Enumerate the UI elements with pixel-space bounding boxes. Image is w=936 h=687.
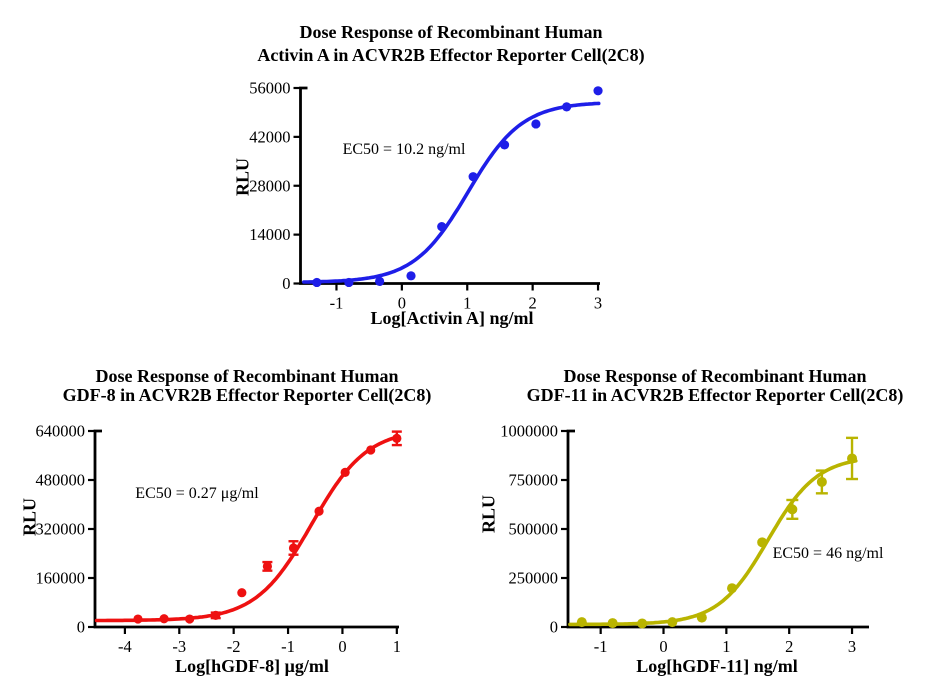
plot-gdf-11: 0 250000 500000 750000 1000000 -1 0 1 2 3	[500, 422, 869, 656]
data-point-gdf-11	[727, 583, 738, 594]
fit-curve-gdf-8	[94, 434, 401, 623]
plot-gdf-8: 0 160000 320000 480000 640000 -4 -3 -2 -1 0 1	[36, 422, 402, 656]
data-point-gdf-8	[366, 445, 376, 455]
data-point-gdf-8	[185, 614, 195, 624]
chart-gdf8-title-line1: Dose Response of Recombinant Human	[95, 366, 399, 386]
y-tick-label: 1000000	[500, 422, 558, 441]
data-point-activin-a	[344, 277, 354, 288]
chart-gdf8-x-axis-label: Log[hGDF-8] μg/ml	[175, 656, 329, 676]
chart-activin-y-axis-label: RLU	[232, 157, 253, 197]
data-point-activin-a	[531, 119, 541, 129]
x-tick-label: 3	[848, 637, 856, 656]
y-tick-label: 320000	[36, 520, 86, 539]
data-point-activin-a	[312, 277, 322, 288]
chart-gdf11-ec50-annotation: EC50 = 46 ng/ml	[772, 545, 884, 562]
x-tick-label: 0	[398, 294, 406, 313]
x-tick-label: 2	[785, 637, 793, 656]
data-point-activin-a	[562, 102, 572, 112]
data-point-gdf-11	[576, 617, 587, 628]
y-tick-label: 160000	[36, 569, 86, 588]
chart-gdf11-x-axis-label: Log[hGDF-11] ng/ml	[636, 656, 798, 676]
fit-curve-gdf-11	[568, 459, 858, 627]
y-tick-label: 0	[550, 618, 558, 637]
y-tick-label: 750000	[509, 471, 559, 490]
chart-gdf11-title: Dose Response of Recombinant Human GDF-1…	[455, 367, 936, 405]
data-point-activin-a	[468, 172, 478, 182]
data-point-activin-a	[375, 276, 385, 287]
chart-gdf8-title: Dose Response of Recombinant Human GDF-8…	[0, 367, 507, 405]
data-point-activin-a	[593, 86, 603, 96]
data-point-gdf-8	[314, 506, 324, 516]
chart-activin-x-axis-label: Log[Activin A] ng/ml	[370, 308, 534, 328]
y-tick-label: 0	[282, 274, 290, 293]
x-tick-label: -1	[330, 294, 344, 313]
data-point-activin-a	[499, 140, 510, 150]
chart-gdf8-title-line2: GDF-8 in ACVR2B Effector Reporter Cell(2…	[62, 385, 432, 405]
data-point-gdf-8	[340, 467, 350, 477]
chart-activin-title-line1: Dose Response of Recombinant Human	[299, 22, 603, 42]
y-tick-label: 42000	[249, 127, 290, 146]
x-tick-label: -2	[227, 637, 241, 656]
chart-activin-ec50-annotation: EC50 = 10.2 ng/ml	[342, 141, 466, 158]
axis-activin-a	[299, 86, 600, 285]
x-tick-label: 1	[393, 637, 401, 656]
data-point-gdf-8	[159, 614, 169, 624]
data-point-gdf-11	[696, 612, 707, 623]
axis-gdf-8	[93, 429, 399, 629]
chart-gdf8-ec50-annotation: EC50 = 0.27 μg/ml	[135, 485, 259, 502]
fit-curve-activin-a	[302, 101, 601, 284]
chart-gdf11-y-axis-label: RLU	[478, 494, 499, 534]
x-tick-label: 1	[463, 294, 471, 313]
data-point-activin-a	[437, 221, 447, 232]
data-point-gdf-11	[667, 617, 678, 628]
data-point-gdf-11	[607, 618, 618, 629]
x-tick-label: -1	[281, 637, 295, 656]
data-point-gdf-11	[787, 504, 798, 515]
x-tick-label: 0	[659, 637, 667, 656]
chart-gdf11-title-line1: Dose Response of Recombinant Human	[563, 366, 867, 386]
x-tick-label: 0	[338, 637, 346, 656]
y-tick-label: 56000	[249, 79, 290, 98]
chart-activin-title-line2: Activin A in ACVR2B Effector Reporter Ce…	[257, 45, 645, 65]
y-tick-label: 0	[77, 618, 85, 637]
data-point-activin-a	[406, 271, 416, 281]
y-tick-label: 28000	[249, 176, 290, 195]
y-tick-label: 640000	[36, 422, 86, 441]
axis-gdf-11	[566, 429, 869, 629]
x-tick-label: 1	[722, 637, 730, 656]
chart-activin-title: Dose Response of Recombinant Human Activ…	[191, 21, 711, 67]
x-tick-label: -4	[118, 637, 132, 656]
data-point-gdf-8	[211, 610, 221, 620]
chart-gdf11-title-line2: GDF-11 in ACVR2B Effector Reporter Cell(…	[526, 385, 904, 405]
data-point-gdf-11	[816, 476, 827, 487]
x-tick-label: -1	[594, 637, 608, 656]
data-point-gdf-8	[262, 561, 272, 571]
plot-activin-a: 0 14000 28000 42000 56000 -1 0 1 2 3	[249, 79, 603, 313]
y-tick-label: 250000	[509, 569, 559, 588]
x-tick-label: 3	[594, 294, 602, 313]
data-point-gdf-11	[637, 618, 648, 629]
data-point-gdf-8	[392, 433, 402, 443]
x-tick-label: 2	[529, 294, 537, 313]
chart-gdf8-y-axis-label: RLU	[19, 497, 40, 537]
data-point-gdf-8	[288, 543, 299, 553]
y-tick-label: 500000	[509, 520, 559, 539]
y-tick-label: 480000	[36, 471, 86, 490]
data-point-gdf-8	[133, 614, 143, 624]
data-point-gdf-8	[237, 588, 247, 598]
x-tick-label: -3	[172, 637, 186, 656]
data-point-gdf-11	[847, 453, 858, 464]
data-point-gdf-11	[757, 537, 768, 548]
y-tick-label: 14000	[249, 225, 290, 244]
